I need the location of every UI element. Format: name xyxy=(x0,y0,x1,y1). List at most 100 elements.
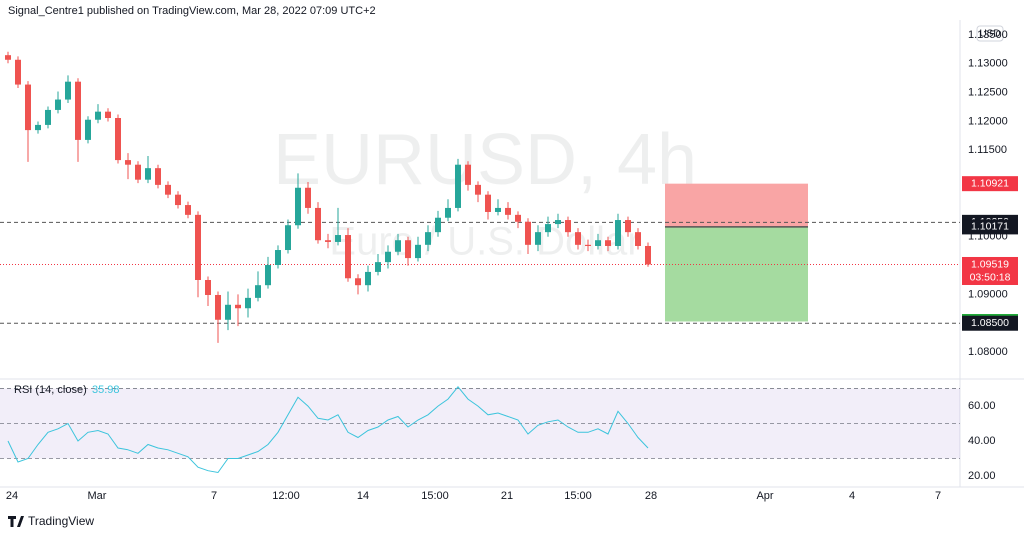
candle-body xyxy=(115,118,121,161)
x-tick-label: 15:00 xyxy=(564,490,592,502)
candle-body xyxy=(145,168,151,180)
candle-body xyxy=(415,244,421,259)
x-tick-label: 7 xyxy=(211,490,217,502)
candle-body xyxy=(475,184,481,195)
candle-body xyxy=(185,205,191,215)
candle-body xyxy=(235,304,241,309)
candle-body xyxy=(625,220,631,233)
candle-body xyxy=(85,119,91,140)
candle-body xyxy=(485,194,491,212)
candle-body xyxy=(505,207,511,215)
x-tick-label: Mar xyxy=(88,490,107,502)
candle-body xyxy=(445,207,451,218)
candle-body xyxy=(365,271,371,286)
candle-body xyxy=(305,187,311,208)
candle-body xyxy=(295,187,301,226)
y-tick-label: 1.13000 xyxy=(968,58,1008,70)
candle-body xyxy=(155,168,161,185)
rsi-line xyxy=(7,386,649,474)
candle-body xyxy=(545,224,551,233)
y-tick-label: 1.12500 xyxy=(968,87,1008,99)
candle-body xyxy=(425,232,431,245)
logo: TradingView xyxy=(8,514,94,528)
x-tick-label: 28 xyxy=(645,490,657,502)
y-tick-label: 1.08000 xyxy=(968,346,1008,358)
currency-button[interactable] xyxy=(976,25,1004,42)
candle-body xyxy=(195,214,201,280)
candle-body xyxy=(75,81,81,140)
price-label: 1.09519 xyxy=(971,258,1009,270)
currency[interactable]: USD xyxy=(979,29,1000,40)
candle-body xyxy=(265,265,271,286)
watermark-subtitle: Euro / U.S. Dollar xyxy=(329,220,640,264)
candle-body xyxy=(405,240,411,259)
candle-body xyxy=(375,262,381,272)
candle-body xyxy=(585,244,591,246)
candle-body xyxy=(255,285,261,298)
header: Signal_Centre1 published on TradingView.… xyxy=(8,5,376,17)
candle-body xyxy=(325,240,331,242)
candle-body xyxy=(555,220,561,225)
price-label-countdown: 03:50:18 xyxy=(970,271,1011,283)
watermark-title: EURUSD, 4h xyxy=(273,120,697,200)
candle-body xyxy=(5,55,11,60)
candle-body xyxy=(535,232,541,245)
candle-body xyxy=(215,294,221,320)
candle-body xyxy=(525,221,531,245)
candle-body xyxy=(645,245,651,265)
y-tick-label: 1.13500 xyxy=(968,29,1008,41)
y-tick-label: 1.11500 xyxy=(968,144,1007,156)
candle-body xyxy=(635,232,641,246)
rsi-tick-label: 60.00 xyxy=(968,400,996,412)
candle-body xyxy=(135,164,141,180)
candle-body xyxy=(565,220,571,233)
candle-body xyxy=(465,164,471,185)
target-zone xyxy=(665,226,808,322)
candle-body xyxy=(175,194,181,206)
candle-body xyxy=(595,240,601,246)
price-label-box xyxy=(962,256,1018,285)
candle-body xyxy=(45,109,51,125)
stop-zone xyxy=(665,183,808,227)
x-tick-label: 7 xyxy=(935,490,941,502)
price-label-box xyxy=(962,219,1018,235)
candle-body xyxy=(125,160,131,165)
candle-body xyxy=(395,240,401,252)
candle-body xyxy=(345,235,351,279)
candle-body xyxy=(385,251,391,263)
candle-body xyxy=(95,111,101,120)
price-label: 1.10921 xyxy=(971,177,1009,189)
price-label: 1.08500 xyxy=(971,317,1009,329)
x-tick-label: 21 xyxy=(501,490,513,502)
candle-body xyxy=(25,84,31,131)
candle-body xyxy=(105,111,111,119)
y-tick-label: 1.09000 xyxy=(968,288,1008,300)
x-tick-label: 24 xyxy=(6,490,18,502)
brand: TradingView xyxy=(28,514,94,528)
candle-body xyxy=(35,124,41,131)
rsi-tick-label: 40.00 xyxy=(968,435,996,447)
candle-body xyxy=(285,225,291,251)
price-label: 1.10171 xyxy=(971,221,1009,233)
price-label-box xyxy=(962,315,1018,331)
rsi-name: RSI (14, close) xyxy=(14,384,87,396)
candle-body xyxy=(245,297,251,309)
candle-body xyxy=(575,232,581,245)
candle-body xyxy=(205,279,211,295)
x-tick-label: 14 xyxy=(357,490,369,502)
candle-body xyxy=(55,99,61,110)
candle-body xyxy=(275,250,281,266)
y-tick-label: 1.12000 xyxy=(968,115,1008,127)
price-label-box xyxy=(962,176,1018,192)
candle-body xyxy=(15,59,21,85)
candle-body xyxy=(495,207,501,212)
candle-body xyxy=(225,304,231,320)
candle-body xyxy=(515,214,521,222)
candle-body xyxy=(615,220,621,246)
candle-body xyxy=(605,240,611,246)
candle-body xyxy=(315,207,321,241)
candle-body xyxy=(165,184,171,195)
x-tick-label: Apr xyxy=(756,490,773,502)
rsi-value: 35.98 xyxy=(92,384,120,396)
